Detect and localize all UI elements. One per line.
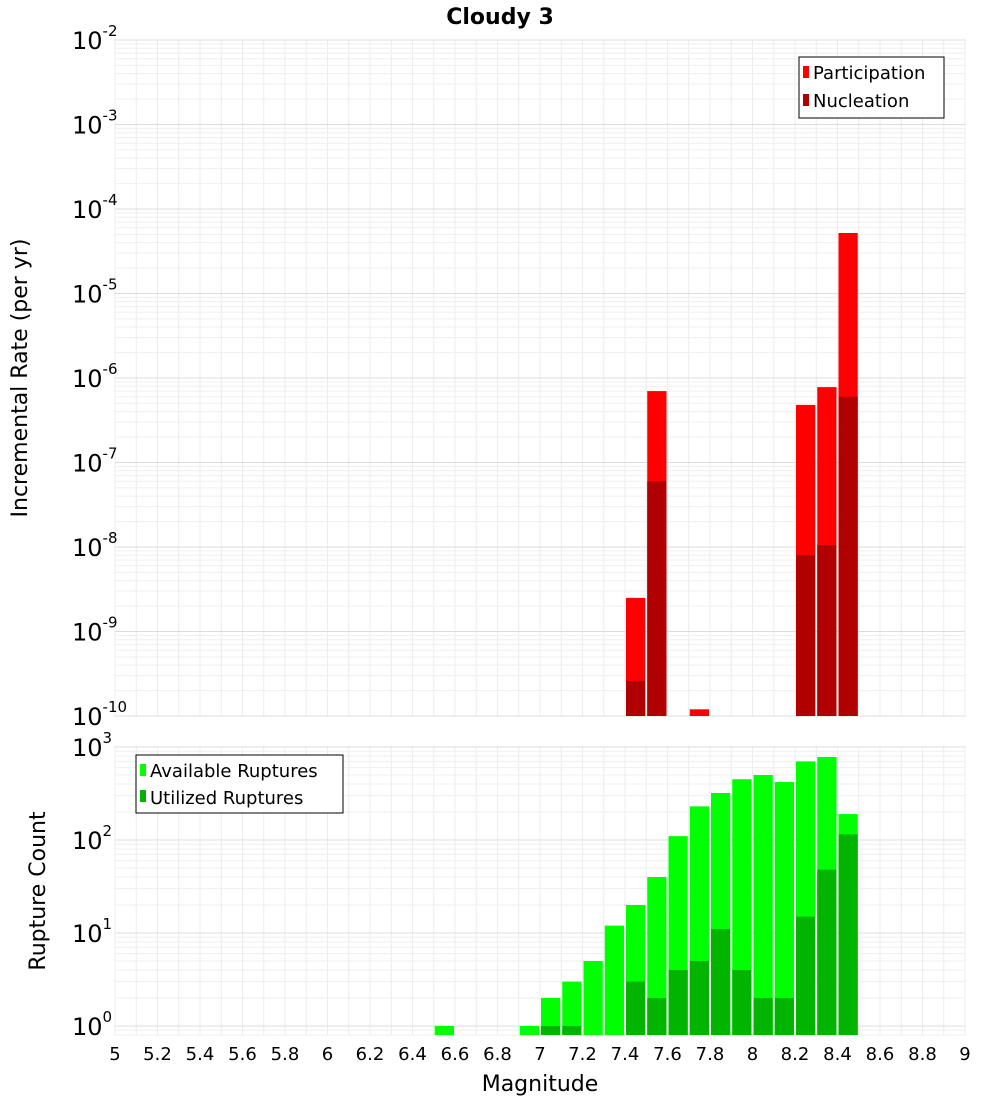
rate-y-axis-label: Incremental Rate (per yr) [8, 239, 33, 518]
bar-utilized-ruptures [838, 834, 858, 1035]
rate-bars [626, 232, 858, 716]
bar-utilized-ruptures [753, 997, 773, 1035]
legend-swatch-available [140, 764, 146, 776]
x-tick-label: 5.2 [143, 1044, 172, 1065]
x-tick-label: 7.6 [653, 1044, 682, 1065]
x-tick-label: 6.8 [483, 1044, 512, 1065]
bar-utilized-ruptures [732, 969, 752, 1035]
legend-label-available: Available Ruptures [150, 761, 318, 782]
x-tick-label: 9 [959, 1044, 970, 1065]
count-legend: Available Ruptures Utilized Ruptures [135, 754, 344, 814]
x-axis-label: Magnitude [482, 1072, 599, 1097]
x-tick-label: 8 [747, 1044, 758, 1065]
bar-available-ruptures [647, 877, 667, 1035]
y-tick-label: 10-8 [72, 529, 118, 562]
count-y-ticks: 100 101 102 103 [72, 729, 112, 1041]
bar-nucleation [838, 396, 858, 716]
legend-swatch-utilized [140, 790, 146, 802]
bar-utilized-ruptures [626, 981, 646, 1035]
y-tick-label: 103 [72, 729, 112, 762]
legend-swatch-nucleation [803, 94, 809, 106]
bar-utilized-ruptures [647, 997, 667, 1035]
y-tick-label: 10-9 [72, 614, 118, 647]
rate-y-ticks: 10-10 10-9 10-8 10-7 10-6 10-5 10-4 10-3 10-2 [72, 22, 127, 731]
x-tick-label: 5.6 [228, 1044, 257, 1065]
bar-utilized-ruptures [774, 997, 794, 1035]
bar-available-ruptures [753, 774, 773, 1035]
bar-nucleation [626, 680, 646, 716]
x-tick-label: 8.4 [823, 1044, 852, 1065]
y-tick-label: 10-2 [72, 22, 118, 55]
bar-utilized-ruptures [541, 1025, 561, 1035]
x-tick-label: 6.6 [441, 1044, 470, 1065]
bar-available-ruptures [562, 981, 582, 1035]
bar-nucleation [817, 545, 837, 716]
bar-utilized-ruptures [689, 960, 709, 1035]
bar-available-ruptures [541, 997, 561, 1035]
x-tick-label: 5.8 [271, 1044, 300, 1065]
x-tick-labels: 5 5.2 5.4 5.6 5.8 6 6.2 6.4 6.6 6.8 7 7.2 7.4 7.6 7.8 8… [109, 1044, 970, 1065]
bar-available-ruptures [774, 782, 794, 1035]
bar-utilized-ruptures [668, 969, 688, 1035]
rate-legend: Participation Nucleation [798, 56, 945, 119]
legend-label-utilized: Utilized Ruptures [150, 788, 303, 809]
bar-available-ruptures [434, 1025, 454, 1035]
y-tick-label: 10-3 [72, 107, 118, 140]
bar-utilized-ruptures [562, 1025, 582, 1035]
x-tick-label: 6.4 [398, 1044, 427, 1065]
y-tick-label: 10-5 [72, 276, 118, 309]
rate-panel: 10-10 10-9 10-8 10-7 10-6 10-5 10-4 10-3 10-2 In… [8, 22, 966, 731]
bar-available-ruptures [583, 960, 603, 1035]
legend-label-participation: Participation [813, 63, 925, 84]
bar-utilized-ruptures [711, 929, 731, 1035]
x-tick-label: 7.2 [568, 1044, 597, 1065]
x-tick-label: 7 [534, 1044, 545, 1065]
y-tick-label: 101 [72, 915, 112, 948]
bar-utilized-ruptures [817, 869, 837, 1035]
count-legend-box [135, 754, 344, 814]
y-tick-label: 102 [72, 822, 112, 855]
y-tick-label: 10-4 [72, 191, 118, 224]
rate-legend-box [798, 56, 945, 119]
chart-title: Cloudy 3 [446, 5, 554, 30]
rate-gridlines [114, 39, 966, 717]
legend-swatch-participation [803, 66, 809, 78]
count-bars [434, 757, 858, 1035]
y-tick-label: 10-7 [72, 445, 118, 478]
x-tick-label: 6 [322, 1044, 333, 1065]
x-tick-label: 8.8 [908, 1044, 937, 1065]
bar-nucleation [647, 481, 667, 716]
bar-nucleation [796, 555, 816, 716]
bar-utilized-ruptures [796, 916, 816, 1035]
x-tick-label: 8.6 [866, 1044, 895, 1065]
y-tick-label: 10-6 [72, 360, 118, 393]
y-tick-label: 10-10 [72, 698, 127, 731]
x-tick-label: 7.8 [696, 1044, 725, 1065]
bar-available-ruptures [519, 1025, 539, 1035]
y-tick-label: 100 [72, 1008, 112, 1041]
x-tick-label: 6.2 [356, 1044, 385, 1065]
x-tick-label: 8.2 [781, 1044, 810, 1065]
legend-label-nucleation: Nucleation [813, 91, 909, 112]
x-tick-label: 7.4 [611, 1044, 640, 1065]
count-y-axis-label: Rupture Count [26, 811, 51, 971]
x-tick-label: 5.4 [186, 1044, 215, 1065]
bar-available-ruptures [604, 925, 624, 1035]
x-tick-label: 5 [109, 1044, 120, 1065]
bar-participation [689, 709, 709, 716]
count-panel: 100 101 102 103 5 5.2 5.4 5.6 5.8 6 6.2 6.4 6.6 6.8 7… [26, 729, 971, 1097]
